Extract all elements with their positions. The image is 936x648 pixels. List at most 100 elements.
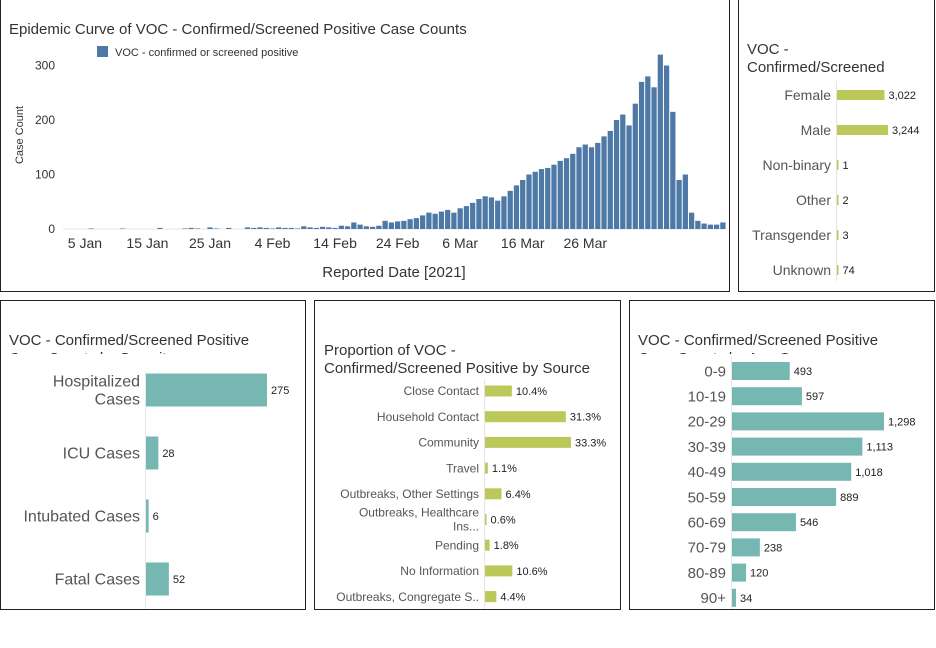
epi-bar[interactable] <box>601 136 607 229</box>
epi-bar[interactable] <box>538 169 545 229</box>
age-bar[interactable] <box>732 412 884 431</box>
gender-bar[interactable] <box>837 265 839 275</box>
epi-bar[interactable] <box>407 219 413 229</box>
epi-bar[interactable] <box>632 103 638 229</box>
epi-bar[interactable] <box>470 202 476 229</box>
epi-bar[interactable] <box>570 153 576 229</box>
epi-bar[interactable] <box>382 220 388 229</box>
epi-bar[interactable] <box>269 228 276 229</box>
source-bar[interactable] <box>485 411 566 423</box>
epi-bar[interactable] <box>720 222 726 229</box>
gender-bar[interactable] <box>837 195 839 205</box>
epi-bar[interactable] <box>319 226 326 229</box>
epi-bar[interactable] <box>369 226 376 229</box>
epi-bar[interactable] <box>207 227 213 229</box>
epi-bar[interactable] <box>651 87 657 229</box>
epi-bar[interactable] <box>557 160 563 229</box>
epi-bar[interactable] <box>326 227 332 229</box>
epi-bar[interactable] <box>401 220 407 229</box>
gender-bar[interactable] <box>837 230 839 240</box>
age-bar[interactable] <box>732 437 863 456</box>
source-bar[interactable] <box>485 591 497 603</box>
epi-bar[interactable] <box>713 224 720 229</box>
epi-bar[interactable] <box>388 222 394 229</box>
epi-bar[interactable] <box>488 197 495 229</box>
source-bar[interactable] <box>485 514 487 525</box>
epi-bar[interactable] <box>576 147 582 229</box>
epi-bar[interactable] <box>463 206 470 229</box>
age-bar[interactable] <box>732 513 796 532</box>
epi-bar[interactable] <box>413 218 420 229</box>
epi-bar[interactable] <box>426 212 432 229</box>
epi-bar[interactable] <box>645 76 651 229</box>
epi-bar[interactable] <box>682 174 688 229</box>
epi-bar[interactable] <box>294 228 301 229</box>
epi-bar[interactable] <box>395 221 401 229</box>
epi-bar[interactable] <box>194 228 201 229</box>
epi-bar[interactable] <box>307 227 313 229</box>
severity-bar[interactable] <box>146 562 169 596</box>
epi-bar[interactable] <box>701 223 707 229</box>
epi-bar[interactable] <box>495 200 501 229</box>
epi-bar[interactable] <box>482 196 488 229</box>
epi-bar[interactable] <box>257 227 263 229</box>
epi-bar[interactable] <box>707 224 713 229</box>
epi-bar[interactable] <box>313 227 319 229</box>
epi-bar[interactable] <box>263 227 269 229</box>
epi-bar[interactable] <box>545 167 551 229</box>
epi-bar[interactable] <box>613 120 620 229</box>
epi-bar[interactable] <box>226 227 232 229</box>
epi-bar[interactable] <box>657 54 663 230</box>
epi-bar[interactable] <box>288 227 294 229</box>
epi-bar[interactable] <box>282 227 288 229</box>
source-bar[interactable] <box>485 462 488 474</box>
epi-bar[interactable] <box>438 211 445 229</box>
epi-bar[interactable] <box>551 164 557 229</box>
epi-bar[interactable] <box>501 196 507 229</box>
epi-bar[interactable] <box>595 142 601 229</box>
epi-bar[interactable] <box>520 179 526 229</box>
epi-bar[interactable] <box>451 212 457 229</box>
epi-bar[interactable] <box>663 65 670 230</box>
severity-bar[interactable] <box>146 499 149 533</box>
epi-bar[interactable] <box>244 227 251 229</box>
source-bar[interactable] <box>485 488 502 500</box>
gender-bar[interactable] <box>837 160 839 170</box>
epi-bar[interactable] <box>88 228 94 229</box>
epi-bar[interactable] <box>357 224 363 229</box>
epi-bar[interactable] <box>563 158 570 229</box>
epi-bar[interactable] <box>670 111 676 229</box>
epi-bar[interactable] <box>157 227 163 229</box>
epi-bar[interactable] <box>182 228 188 229</box>
epi-bar[interactable] <box>363 226 369 229</box>
source-bar[interactable] <box>485 539 490 551</box>
severity-bar[interactable] <box>146 436 159 470</box>
epi-bar[interactable] <box>344 226 351 229</box>
epi-bar[interactable] <box>251 227 257 229</box>
epi-bar[interactable] <box>376 225 382 229</box>
epi-bar[interactable] <box>445 209 451 229</box>
epi-bar[interactable] <box>676 179 682 229</box>
age-bar[interactable] <box>732 362 790 380</box>
epi-bar[interactable] <box>526 174 532 229</box>
epi-bar[interactable] <box>432 213 438 229</box>
epi-bar[interactable] <box>457 208 463 229</box>
epi-bar[interactable] <box>332 227 338 229</box>
epi-bar[interactable] <box>276 227 282 229</box>
age-bar[interactable] <box>732 387 802 406</box>
age-bar[interactable] <box>732 588 736 607</box>
epi-bar[interactable] <box>695 220 701 229</box>
source-bar[interactable] <box>485 385 512 397</box>
epi-bar[interactable] <box>582 144 588 229</box>
source-bar[interactable] <box>485 565 513 577</box>
epi-bar[interactable] <box>338 225 344 229</box>
age-bar[interactable] <box>732 488 837 506</box>
epi-bar[interactable] <box>588 147 595 229</box>
epi-bar[interactable] <box>213 228 219 229</box>
age-bar[interactable] <box>732 462 852 481</box>
source-bar[interactable] <box>485 436 571 448</box>
epi-bar[interactable] <box>301 226 307 229</box>
epi-bar[interactable] <box>607 130 613 229</box>
epi-bar[interactable] <box>626 125 632 229</box>
epi-bar[interactable] <box>119 228 126 229</box>
